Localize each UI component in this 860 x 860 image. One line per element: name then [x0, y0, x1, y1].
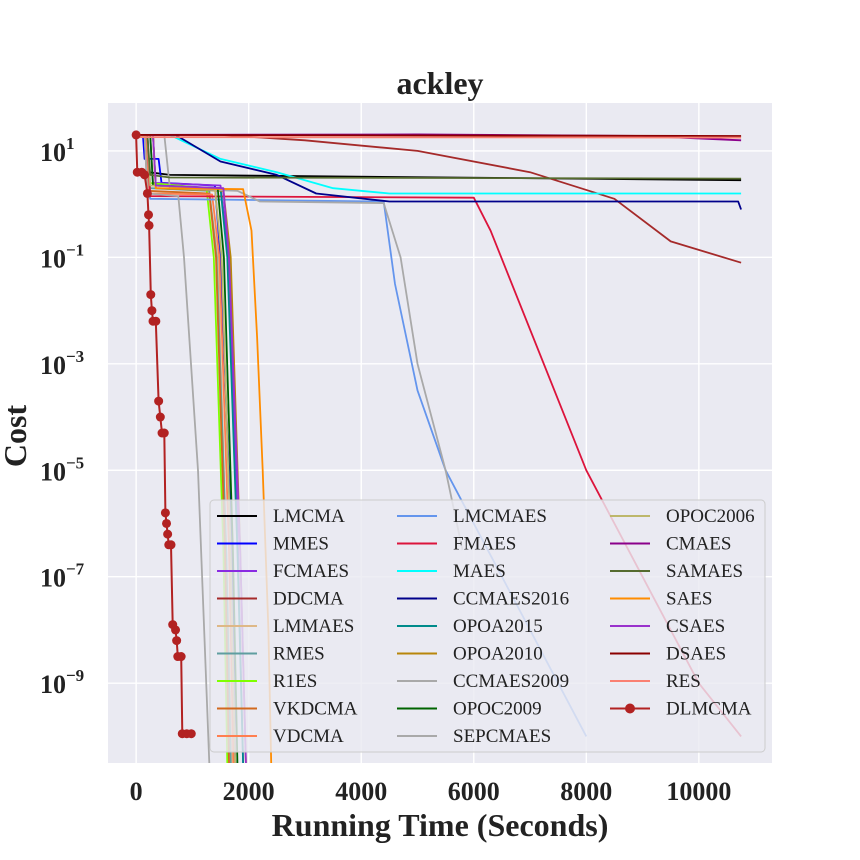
x-tick-label: 8000: [560, 777, 612, 806]
legend-label-saes: SAES: [666, 589, 712, 610]
series-point-dlmcma: [131, 130, 141, 140]
series-point-dlmcma: [154, 396, 164, 406]
series-point-dlmcma: [147, 306, 157, 316]
y-tick-label: 10−9: [40, 666, 84, 699]
legend-label-opoa2010: OPOA2010: [453, 644, 543, 665]
series-point-dlmcma: [172, 636, 182, 646]
legend-label-vkdcma: VKDCMA: [273, 699, 358, 720]
y-tick-label: 10−5: [40, 453, 84, 486]
x-tick-label: 2000: [223, 777, 275, 806]
legend-label-res: RES: [666, 671, 701, 692]
legend-label-lmmaes: LMMAES: [273, 616, 354, 637]
legend-label-ccmaes2009: CCMAES2009: [453, 671, 569, 692]
legend-label-mmes: MMES: [273, 534, 329, 555]
legend-label-ddcma: DDCMA: [273, 589, 344, 610]
series-point-dlmcma: [144, 220, 154, 230]
legend-box: [209, 499, 766, 753]
legend-label-opoa2015: OPOA2015: [453, 616, 543, 637]
series-line-ccmaes2016: [136, 133, 742, 210]
legend-label-lmcmaes: LMCMAES: [453, 506, 547, 527]
legend-label-lmcma: LMCMA: [273, 506, 345, 527]
legend-label-fmaes: FMAES: [453, 534, 516, 555]
legend-label-vdcma: VDCMA: [273, 726, 344, 747]
series-point-dlmcma: [166, 540, 176, 550]
series-point-dlmcma: [162, 518, 172, 528]
legend: LMCMA MMES FCMAES DDCMA LMMAES RMES R1ES VKDCMA…: [209, 499, 766, 753]
series-point-dlmcma: [176, 652, 186, 662]
x-tick-label: 10000: [666, 777, 731, 806]
series-point-dlmcma: [186, 729, 196, 739]
series-point-dlmcma: [140, 170, 150, 180]
series-point-dlmcma: [171, 625, 181, 635]
y-tick-label: 10−1: [40, 240, 84, 273]
x-tick-labels: 0 2000 4000 6000 8000 10000: [130, 777, 732, 806]
legend-label-maes: MAES: [453, 561, 506, 582]
series-point-dlmcma: [160, 508, 170, 518]
series-point-dlmcma: [159, 428, 169, 438]
series-line-dsaes: [136, 133, 742, 137]
series-point-dlmcma: [151, 316, 161, 326]
legend-label-csaes: CSAES: [666, 616, 725, 637]
legend-label-ccmaes2016: CCMAES2016: [453, 589, 569, 610]
x-axis-label: Running Time (Seconds): [272, 807, 609, 843]
series-point-dlmcma: [142, 188, 152, 198]
legend-label-dsaes: DSAES: [666, 644, 726, 665]
y-tick-label: 10−3: [40, 347, 84, 380]
x-tick-label: 6000: [448, 777, 500, 806]
legend-label-dlmcma: DLMCMA: [666, 699, 752, 720]
legend-label-opoc2009: OPOC2009: [453, 699, 542, 720]
series-point-dlmcma: [155, 412, 165, 422]
legend-label-fcmaes: FCMAES: [273, 561, 349, 582]
series-point-dlmcma: [146, 290, 156, 300]
y-tick-label: 10−7: [40, 560, 85, 593]
y-tick-labels: 101 10−1 10−3 10−5 10−7 10−9: [40, 134, 85, 699]
x-tick-label: 0: [130, 777, 143, 806]
legend-label-samaes: SAMAES: [666, 561, 743, 582]
series-line-res: [136, 136, 742, 139]
y-axis-label: Cost: [0, 405, 33, 468]
series-point-dlmcma: [144, 210, 154, 220]
legend-marker-dlmcma: [625, 703, 635, 714]
legend-label-sepcmaes: SEPCMAES: [453, 726, 551, 747]
y-tick-label: 101: [40, 134, 75, 167]
legend-label-cmaes: CMAES: [666, 534, 731, 555]
series-point-dlmcma: [163, 529, 173, 539]
legend-label-rmes: RMES: [273, 644, 325, 665]
chart-title: ackley: [396, 65, 483, 101]
legend-label-opoc2006: OPOC2006: [666, 506, 755, 527]
legend-label-r1es: R1ES: [273, 671, 317, 692]
series-line-ccmaes2009: [136, 133, 464, 551]
x-tick-label: 4000: [335, 777, 387, 806]
